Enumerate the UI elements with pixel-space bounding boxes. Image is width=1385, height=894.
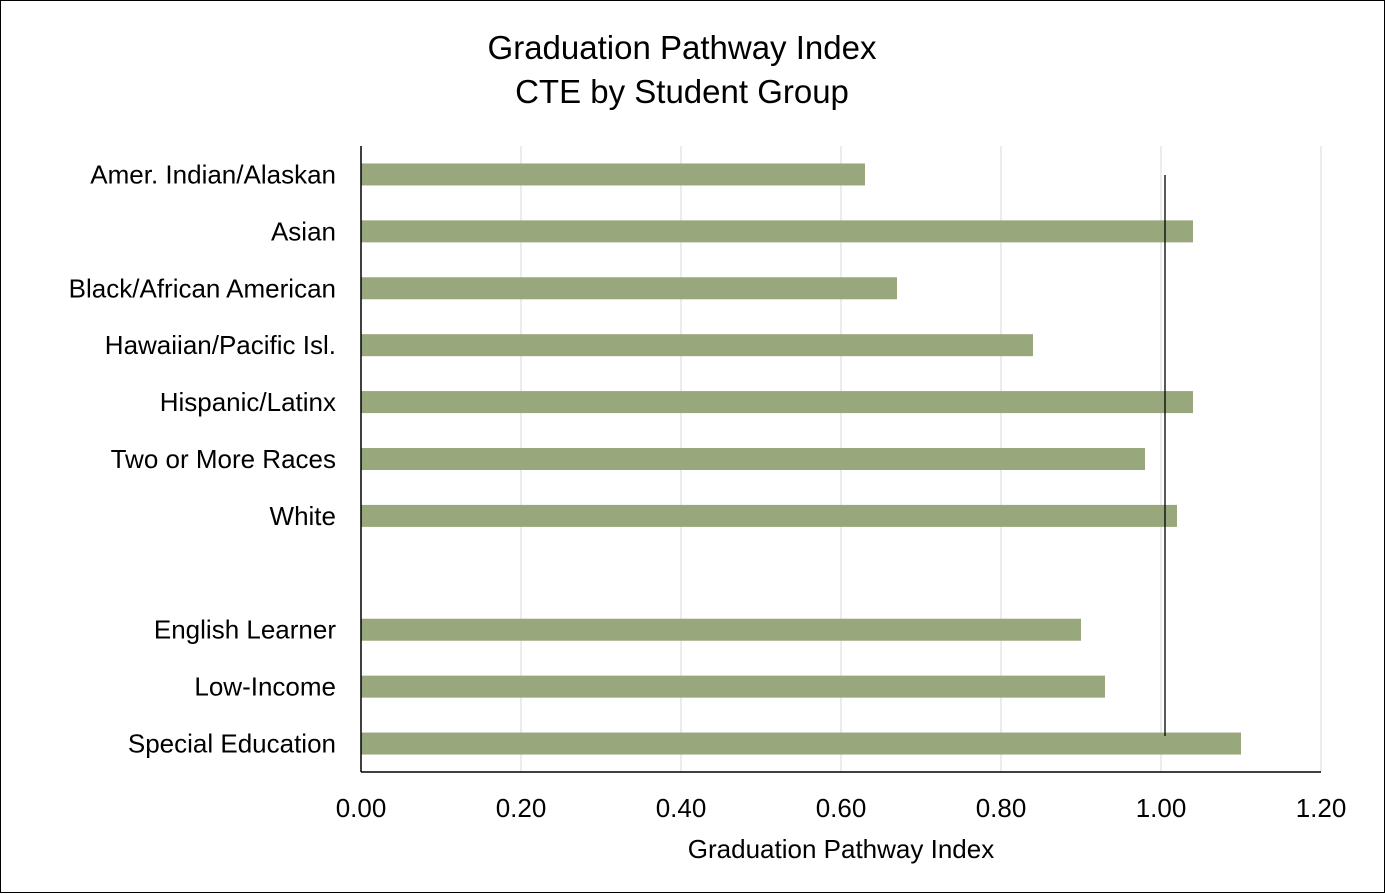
category-label-6: White [270, 501, 336, 531]
x-tick-label-6: 1.20 [1296, 793, 1347, 823]
bar-2 [361, 277, 897, 300]
category-label-2: Black/African American [69, 273, 336, 303]
bar-0 [361, 163, 865, 186]
category-label-5: Two or More Races [111, 444, 336, 474]
bars [361, 163, 1241, 755]
category-label-4: Hispanic/Latinx [160, 387, 336, 417]
bar-1 [361, 220, 1193, 243]
chart-title-line-1: Graduation Pathway Index [488, 29, 877, 66]
chart-title: Graduation Pathway Index CTE by Student … [488, 29, 877, 110]
x-tick-label-4: 0.80 [976, 793, 1027, 823]
bar-5 [361, 448, 1145, 470]
bar-6 [361, 504, 1177, 527]
bar-8 [361, 618, 1081, 641]
category-label-8: English Learner [154, 615, 336, 645]
axes [360, 146, 1321, 773]
x-tick-label-3: 0.60 [816, 793, 867, 823]
category-labels: Amer. Indian/Alaskan Asian Black/African A… [69, 159, 337, 758]
category-label-0: Amer. Indian/Alaskan [90, 159, 336, 189]
category-label-10: Special Education [128, 729, 336, 759]
bar-10 [361, 732, 1241, 755]
bar-9 [361, 675, 1105, 698]
x-tick-label-0: 0.00 [336, 793, 387, 823]
category-label-3: Hawaiian/Pacific Isl. [105, 330, 336, 360]
category-label-1: Asian [271, 216, 336, 246]
bar-3 [361, 334, 1033, 357]
x-tick-label-5: 1.00 [1136, 793, 1187, 823]
category-label-9: Low-Income [194, 672, 336, 702]
x-tick-label-2: 0.40 [656, 793, 707, 823]
x-axis-title: Graduation Pathway Index [688, 834, 994, 864]
x-tick-label-1: 0.20 [496, 793, 547, 823]
chart-subtitle: CTE by Student Group [515, 73, 849, 110]
bar-4 [361, 391, 1193, 414]
x-tick-labels: 0.00 0.20 0.40 0.60 0.80 1.00 1.20 [336, 793, 1347, 823]
